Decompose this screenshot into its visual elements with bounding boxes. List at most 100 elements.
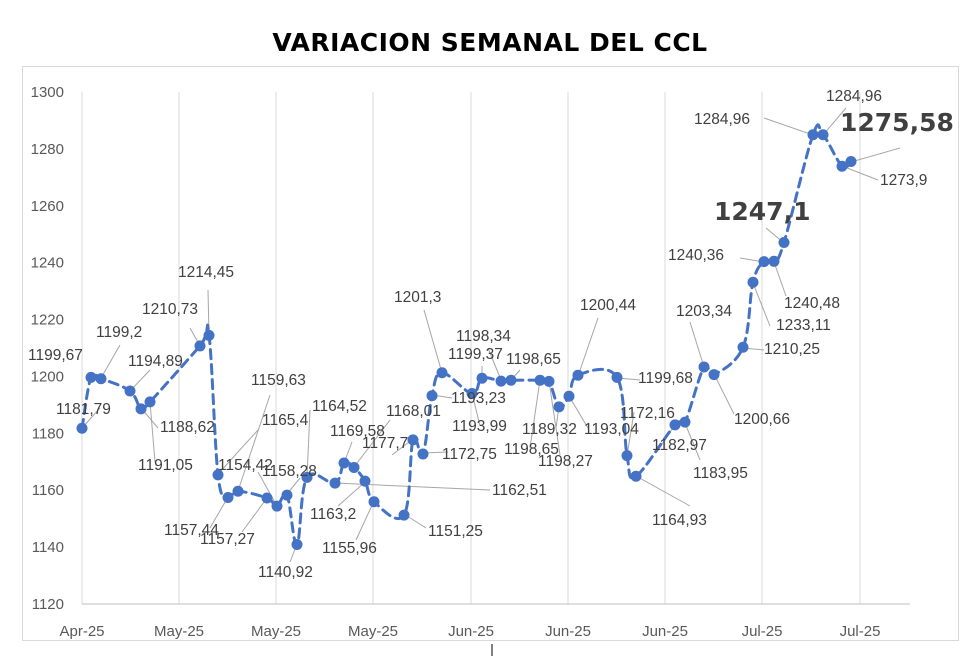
data-point xyxy=(845,155,857,167)
data-point xyxy=(368,496,380,508)
data-label: 1199,37 xyxy=(448,346,503,363)
data-point xyxy=(466,388,478,400)
leader-line xyxy=(822,107,847,136)
y-tick-label: 1220 xyxy=(31,312,64,329)
data-label: 1172,16 xyxy=(620,405,675,422)
data-point xyxy=(135,403,147,415)
leader-line xyxy=(257,471,278,507)
data-point xyxy=(778,236,790,248)
x-tick-label: Jun-25 xyxy=(642,623,688,640)
data-point xyxy=(291,538,303,550)
data-label: 1157,44 xyxy=(164,522,219,539)
data-point xyxy=(669,419,681,431)
leader-line xyxy=(529,379,541,449)
data-point xyxy=(543,375,555,387)
data-label: 1203,34 xyxy=(676,303,732,320)
data-label: 1240,36 xyxy=(668,247,724,264)
leader-line xyxy=(217,429,259,475)
data-point xyxy=(232,485,244,497)
data-point xyxy=(124,385,136,397)
data-label: 1199,2 xyxy=(96,324,142,341)
data-label: 1189,32 xyxy=(522,421,577,438)
data-point xyxy=(301,471,313,483)
data-label: 1199,67 xyxy=(28,347,83,364)
y-tick-label: 1280 xyxy=(31,141,64,158)
data-point xyxy=(398,509,410,521)
leader-line xyxy=(337,481,366,507)
data-point xyxy=(417,448,429,460)
data-point xyxy=(836,160,848,172)
x-tick-label: May-25 xyxy=(154,623,204,640)
data-point xyxy=(426,390,438,402)
data-label: 1157,27 xyxy=(200,531,255,548)
data-label: 1275,58 xyxy=(840,108,954,137)
data-label: 1154,42 xyxy=(218,457,273,474)
data-point xyxy=(758,256,770,268)
data-label: 1158,28 xyxy=(262,463,317,480)
data-label: 1151,25 xyxy=(428,523,483,540)
data-point xyxy=(329,477,341,489)
data-point xyxy=(534,374,546,386)
data-point xyxy=(222,492,234,504)
data-point xyxy=(359,475,371,487)
leader-line xyxy=(626,411,635,457)
leader-line xyxy=(353,419,391,468)
leader-line xyxy=(577,317,599,377)
data-label: 1199,68 xyxy=(638,370,693,387)
leader-line xyxy=(548,380,561,456)
data-point xyxy=(271,500,283,512)
data-point xyxy=(476,372,488,384)
chart-frame xyxy=(22,66,959,641)
data-point xyxy=(708,369,720,381)
data-point xyxy=(95,373,107,385)
data-label: 1164,93 xyxy=(652,512,707,529)
y-tick-label: 1140 xyxy=(32,539,64,556)
data-label: 1233,11 xyxy=(776,317,831,334)
data-label: 1168,01 xyxy=(386,403,441,420)
data-point xyxy=(807,129,819,141)
data-label: 1182,97 xyxy=(652,437,707,454)
data-points xyxy=(76,129,857,550)
data-label: 1193,99 xyxy=(452,418,507,435)
y-tick-label: 1260 xyxy=(31,198,64,215)
leader-line xyxy=(684,422,701,461)
data-point xyxy=(436,367,448,379)
x-tick-label: May-25 xyxy=(251,623,301,640)
leader-line xyxy=(763,117,814,136)
data-point xyxy=(203,329,215,341)
data-label: 1198,34 xyxy=(456,328,511,345)
data-label: 1172,75 xyxy=(442,446,497,463)
data-label: 1200,66 xyxy=(734,411,790,428)
leader-line xyxy=(241,497,268,533)
data-point xyxy=(212,469,224,481)
data-label: 1163,2 xyxy=(310,506,356,523)
x-tick-label: Jul-25 xyxy=(840,623,881,640)
data-point xyxy=(563,390,575,402)
data-label: 1155,96 xyxy=(322,540,377,557)
leader-lines xyxy=(81,107,901,563)
data-label: 1193,04 xyxy=(584,421,639,438)
data-label: 1140,92 xyxy=(258,564,313,581)
y-tick-label: 1240 xyxy=(31,255,64,272)
leader-line xyxy=(850,147,901,163)
leader-line xyxy=(487,347,502,381)
data-point xyxy=(348,461,360,473)
chart-title: VARIACION SEMANAL DEL CCL xyxy=(272,28,708,57)
data-point xyxy=(281,489,293,501)
leader-line xyxy=(713,373,735,415)
data-point xyxy=(495,375,507,387)
y-tick-label: 1200 xyxy=(31,368,64,385)
data-label: 1200,44 xyxy=(580,297,636,314)
x-tick-label: Jul-25 xyxy=(742,623,783,640)
leader-line xyxy=(209,496,229,529)
data-point xyxy=(261,492,273,504)
y-tick-label: 1160 xyxy=(32,482,64,499)
leader-line xyxy=(334,482,491,491)
data-point xyxy=(194,340,206,352)
data-label: 1162,51 xyxy=(492,482,547,499)
data-label: 1181,79 xyxy=(56,401,111,418)
data-point xyxy=(621,450,633,462)
data-point xyxy=(338,457,350,469)
data-label: 1247,1 xyxy=(714,197,810,226)
data-point xyxy=(737,341,749,353)
